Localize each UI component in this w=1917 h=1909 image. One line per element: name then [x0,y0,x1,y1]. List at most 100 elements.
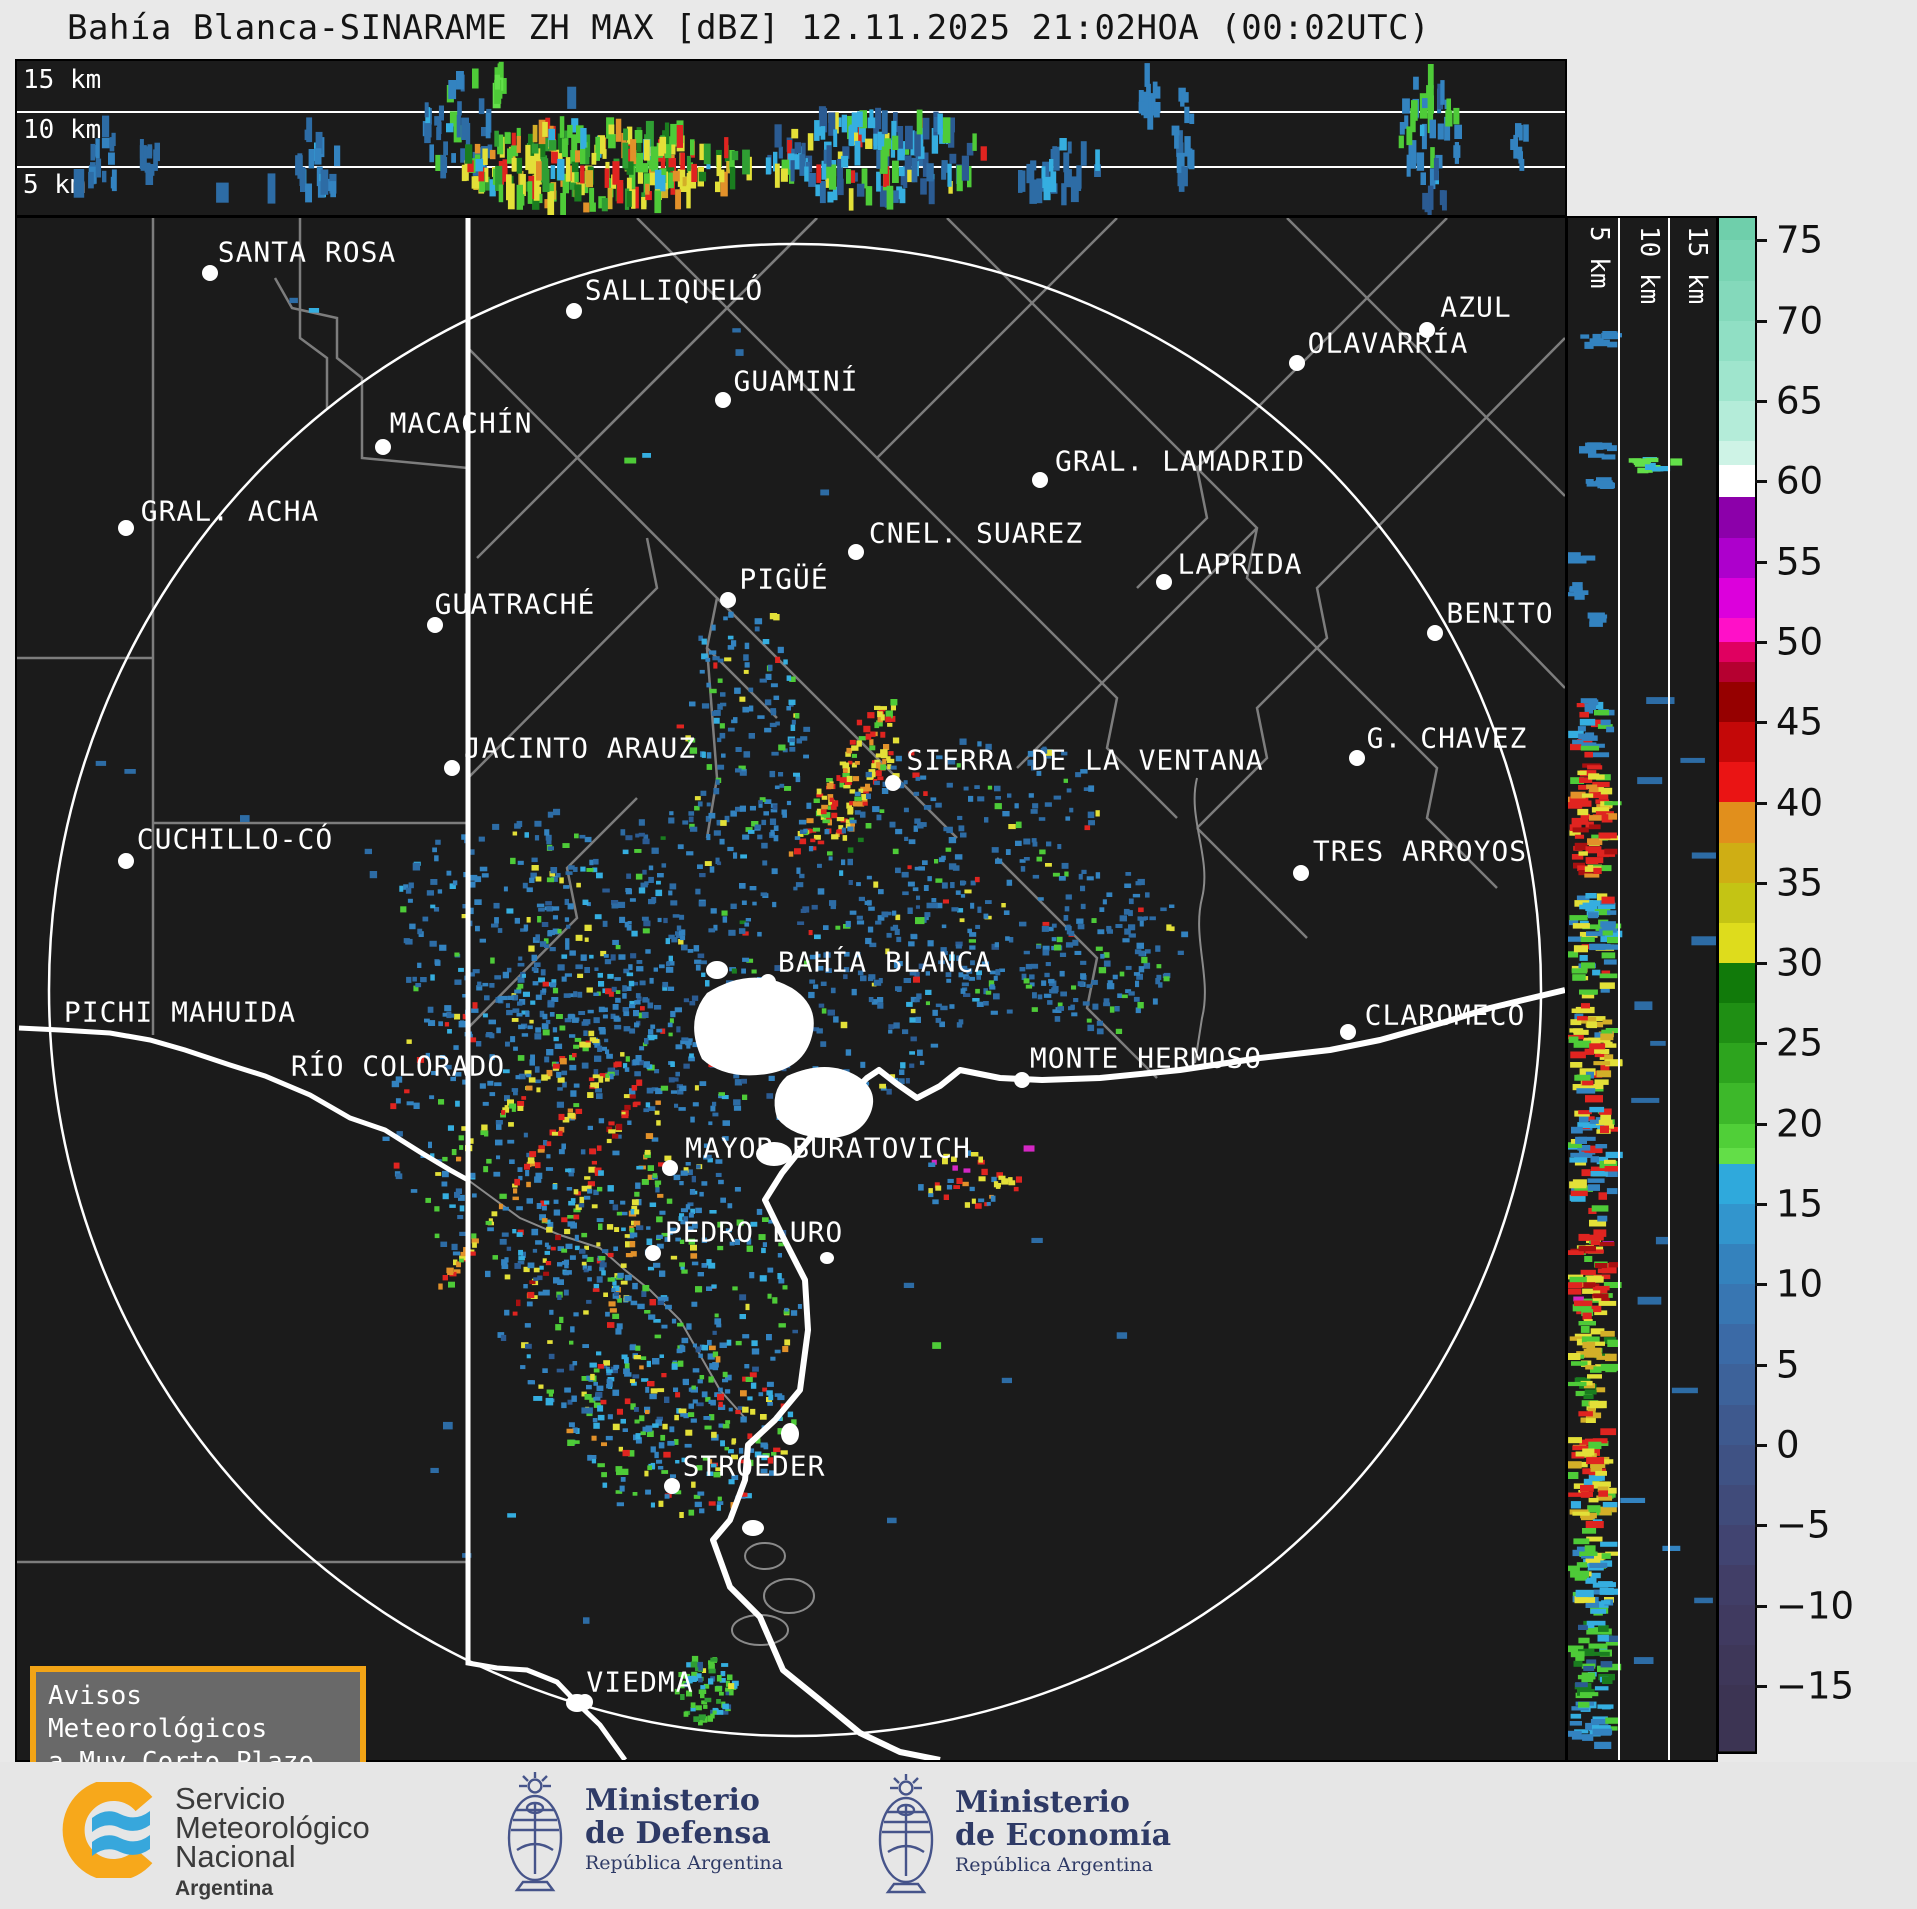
city-label-azul: AZUL [1440,290,1512,324]
colorbar-tick-label: 75 [1776,218,1824,262]
colorbar-tick [1755,801,1767,805]
height-label-15km: 15 km [23,65,102,95]
colorbar-tick-label: 70 [1776,299,1824,343]
smn-logo-icon [62,1782,153,1878]
colorbar-tick-label: −10 [1776,1584,1855,1628]
city-dot-macach-n [375,439,391,455]
city-label-claromec-: CLAROMECÓ [1364,998,1526,1032]
map-overlay-layer [18,218,1565,1760]
city-dot-viedma [577,1694,593,1710]
smn-line2: Meteorológico [175,1810,370,1845]
city-label-viedma: VIEDMA [586,1665,694,1699]
economia-line1: Ministerio [955,1785,1130,1820]
colorbar-tick [1755,1042,1767,1046]
rivers-gray [467,777,1206,1646]
city-label-pichi-mahuida: PICHI MAHUIDA [63,995,297,1029]
colorbar-tick-label: 0 [1776,1423,1800,1467]
colorbar-band [1719,1003,1755,1044]
economia-sub: República Argentina [955,1854,1153,1876]
echo-clusters [73,61,1529,215]
coastline [710,987,1565,1760]
economia-coat-of-arms-icon [878,1774,934,1894]
city-dot-santa-rosa [202,265,218,281]
colorbar-tick-label: 5 [1776,1343,1800,1387]
city-dot-cuchillo-c- [118,853,134,869]
colorbar-band [1719,240,1755,281]
colorbar-band [1719,537,1755,578]
colorbar-band [1719,1645,1755,1686]
colorbar-band [1719,497,1755,538]
province-borders [18,218,628,1760]
colorbar-tick-label: 30 [1776,941,1824,985]
colorbar-tick [1755,480,1767,484]
defensa-coat-of-arms-icon [507,1772,563,1892]
radar-map: SANTA ROSA SALLIQUELÓ GUAMINÍ OLAVARRÍA AZUL… [15,216,1567,1793]
colorbar-tick [1755,1203,1767,1207]
smn-logo-text: Servicio Meteorológico Nacional Argentin… [175,1783,370,1903]
colorbar-band [1719,1243,1755,1285]
colorbar-tick [1755,640,1767,644]
city-label-pig-: PIGÜÉ [739,562,829,596]
range-ring [47,242,1543,1738]
height-gridline-10km-v [1668,218,1670,1760]
colorbar-band [1719,681,1755,723]
top-echo-layer [73,61,1529,215]
city-dot-sierra-de-la-ventana [885,775,901,791]
colorbar-band [1719,1484,1755,1525]
colorbar-tick-label: 20 [1776,1102,1824,1146]
city-dot-salliquel- [566,303,582,319]
footer: Servicio Meteorológico Nacional Argentin… [0,1762,1917,1909]
colorbar-band [1719,1685,1755,1752]
colorbar-band [1719,577,1755,618]
city-label-pedro-luro: PEDRO LURO [664,1215,844,1249]
top-cross-section-panel: 15 km 10 km 5 km [15,59,1567,217]
city-label-cnel-suarez: CNEL. SUAREZ [868,516,1084,550]
city-dot-gral-lamadrid [1032,472,1048,488]
economia-line2: de Economía [955,1818,1172,1853]
city-dot-guatrach- [427,617,443,633]
city-label-monte-hermoso: MONTE HERMOSO [1029,1041,1263,1075]
city-label-cuchillo-c-: CUCHILLO-CÓ [136,822,334,856]
colorbar-band [1719,1605,1755,1646]
colorbar-band [1719,1404,1755,1445]
colorbar-band [1719,1284,1755,1325]
city-label-guatrach-: GUATRACHÉ [434,587,596,621]
city-dot-gral-acha [118,520,134,536]
colorbar-band [1719,641,1755,662]
city-label-olavarr-a: OLAVARRÍA [1307,326,1469,360]
city-label-benito: BENITO [1446,596,1554,630]
colorbar-band [1719,1324,1755,1365]
colorbar-tick [1755,560,1767,564]
colorbar-band [1719,1043,1755,1084]
colorbar-tick [1755,319,1767,323]
colorbar-tick [1755,1363,1767,1367]
colorbar-band [1719,882,1755,923]
colorbar-tick [1755,1443,1767,1447]
colorbar-band [1719,320,1755,361]
colorbar-band [1719,1147,1755,1164]
colorbar-tick [1755,1524,1767,1528]
colorbar-tick [1755,721,1767,725]
city-dot-guamin- [715,392,731,408]
colorbar-tick [1755,1684,1767,1688]
city-label-bah-a-blanca: BAHÍA BLANCA [777,945,993,979]
colorbar-tick-label: 35 [1776,861,1824,905]
city-dot-olavarr-a [1289,355,1305,371]
city-dot-claromec- [1340,1024,1356,1040]
city-label-macach-n: MACACHÍN [389,406,533,440]
city-dot-pedro-luro [645,1245,661,1261]
city-label-r-o-colorado: RÍO COLORADO [290,1049,506,1083]
height-gridline-5km-v [1618,218,1620,1760]
city-dot-azul [1419,322,1435,338]
colorbar-band [1719,360,1755,402]
colorbar-band [1719,1565,1755,1606]
city-label-g-chavez: G. CHAVEZ [1366,721,1528,755]
colorbar-tick-label: 60 [1776,459,1824,503]
colorbar-tick [1755,1604,1767,1608]
defensa-line1: Ministerio [585,1783,760,1818]
colorbar-tick-label: 10 [1776,1262,1824,1306]
dbz-colorbar [1717,216,1757,1754]
colorbar-band [1719,842,1755,883]
colorbar-band [1719,1203,1755,1244]
